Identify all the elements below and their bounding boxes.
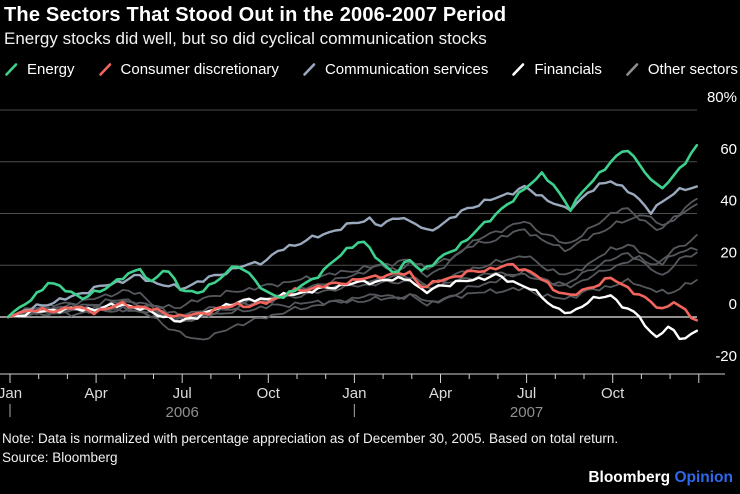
legend-item-consumer-discretionary: Consumer discretionary [98,61,279,78]
legend-label-energy: Energy [27,61,75,78]
series-line-energy [6,144,699,319]
legend-label-other-sectors: Other sectors [647,61,738,78]
series-line-financials [6,272,698,341]
series-line-other-materials [7,197,698,324]
series-line-other-consumer-staples [7,233,698,318]
series-line-consumer-discretionary [6,262,699,322]
legend-slash-icon-energy [5,63,18,76]
y-axis-label-60: 60 [720,141,737,158]
series-line-communication-services [6,180,698,319]
legend-item-energy: Energy [4,61,75,78]
chart-note: Note: Data is normalized with percentage… [2,431,619,446]
x-axis-label-m9: Oct [257,385,281,402]
x-axis-label-m12: Jan [342,385,366,402]
legend-slash-icon-financials [512,63,525,76]
chart-canvas: 80% 60 40 20 0 -20 Jan Apr Jul Oct Jan Apr Jul Oct 200… [0,89,737,421]
y-axis-label-20: 20 [720,244,737,261]
x-axis-label-m3: Apr [84,385,107,402]
legend-slash-icon-other-sectors [626,63,639,76]
legend: Energy Consumer discretionary Communicatio… [4,61,738,78]
y-axis-label-40: 40 [720,193,737,210]
legend-item-other-sectors: Other sectors [625,61,738,78]
page-subtitle: Energy stocks did well, but so did cycli… [4,29,487,48]
year-label-2007: 2007 [510,404,543,421]
x-axis-label-m21: Oct [601,385,625,402]
legend-item-financials: Financials [511,61,602,78]
brand-opinion: Opinion [674,469,733,486]
x-axis-label-m0: Jan [0,385,22,402]
y-axis-label-80: 80% [707,89,737,106]
x-axis-label-m15: Apr [429,385,452,402]
legend-slash-icon-consumer-discretionary [98,63,111,76]
legend-label-communication-services: Communication services [324,61,489,78]
page-title: The Sectors That Stood Out in the 2006-2… [4,4,507,26]
brand-logo: Bloomberg Opinion [588,469,733,487]
x-axis-label-m6: Jul [173,385,192,402]
legend-slash-icon-communication-services [303,63,316,76]
legend-label-consumer-discretionary: Consumer discretionary [120,61,279,78]
legend-item-communication-services: Communication services [302,61,488,78]
year-label-2006: 2006 [166,404,199,421]
legend-label-financials: Financials [534,61,602,78]
series-line-other-information-technology [7,251,698,341]
x-axis-label-m18: Jul [517,385,536,402]
chart-source: Source: Bloomberg [2,450,118,465]
y-axis-label-0: 0 [729,296,737,313]
y-axis-label--20: -20 [715,348,737,365]
brand-bloomberg: Bloomberg [588,469,671,486]
